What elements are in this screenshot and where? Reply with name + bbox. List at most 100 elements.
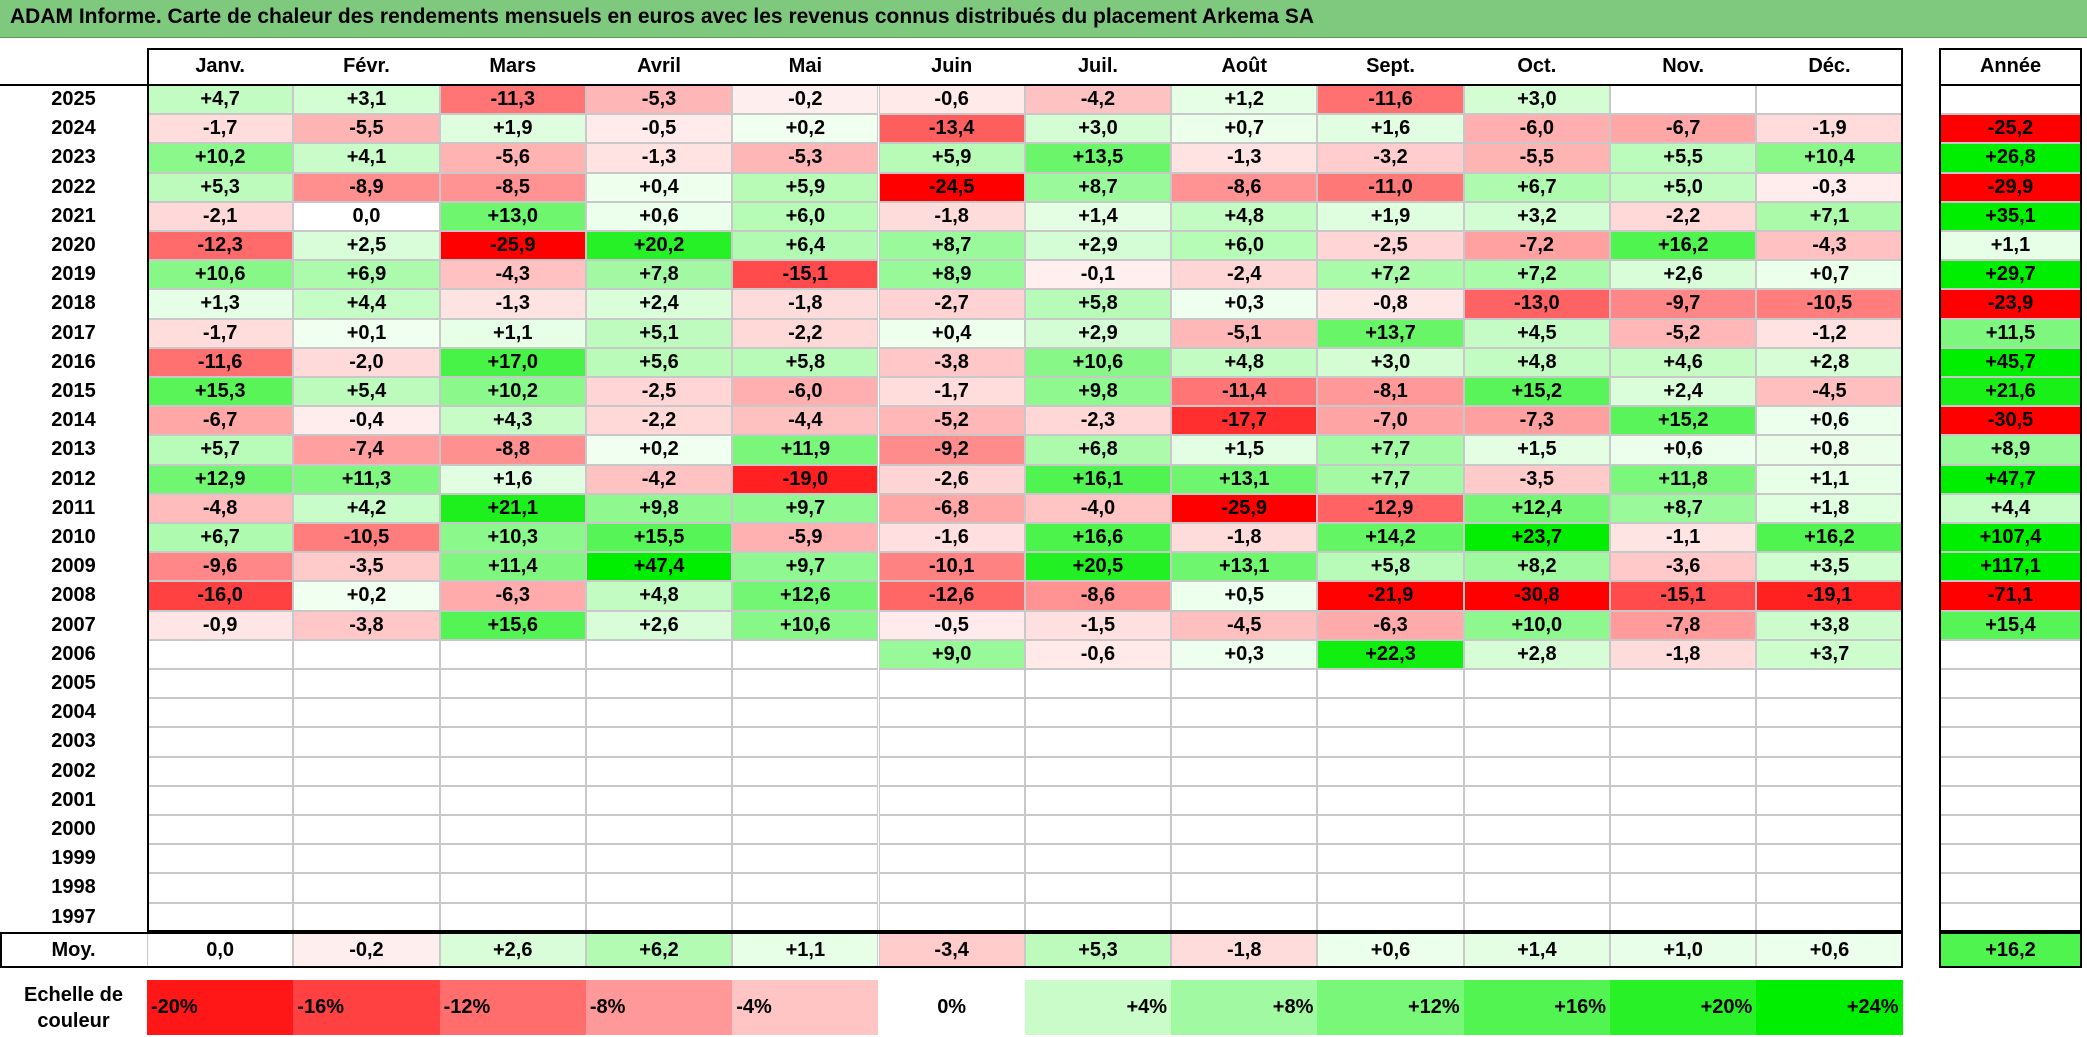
heatmap-cell: +20,5 [1024, 552, 1172, 582]
average-label: Moy. [51, 939, 96, 961]
scale-swatch: +8% [1171, 980, 1318, 1035]
heatmap-cell: -10,1 [878, 552, 1025, 582]
heatmap-cell: +5,9 [732, 172, 879, 202]
row-year-label: 2006 [51, 642, 96, 665]
heatmap-cell: +1,8 [1756, 493, 1903, 523]
annual-cell: -29,9 [1939, 172, 2082, 202]
heatmap-cell: -9,7 [1610, 289, 1757, 319]
row-year-label: 2021 [51, 204, 96, 227]
annual-cell: +35,1 [1939, 201, 2082, 231]
row-year-label: 2019 [51, 263, 96, 286]
heatmap-cell: -25,9 [1171, 493, 1318, 523]
heatmap-cell: +0,2 [732, 114, 879, 144]
average-cell: 0,0 [147, 933, 294, 968]
heatmap-cell [1463, 698, 1610, 728]
heatmap-cell: +20,2 [585, 231, 733, 261]
heatmap-cell: +0,5 [1171, 581, 1318, 611]
heatmap-cell: -2,7 [878, 289, 1025, 319]
heatmap-cell: -4,2 [1024, 85, 1172, 115]
heatmap-cell: +15,6 [439, 610, 586, 640]
heatmap-cell: +0,1 [293, 318, 440, 348]
column-header: Mai [788, 55, 822, 77]
heatmap-cell [732, 639, 879, 669]
average-cell: -3,4 [878, 933, 1025, 968]
heatmap-cell [1610, 873, 1757, 903]
heatmap-cell: +2,8 [1756, 347, 1903, 377]
heatmap-cell [878, 727, 1025, 757]
heatmap-cell [439, 902, 586, 932]
heatmap-cell: +0,6 [1610, 435, 1757, 465]
heatmap-cell [585, 844, 733, 874]
annual-cell: +29,7 [1939, 260, 2082, 290]
heatmap-cell: -1,5 [1024, 610, 1172, 640]
annual-cell [1939, 844, 2082, 874]
scale-swatch: -16% [293, 980, 440, 1035]
heatmap-cell [439, 698, 586, 728]
heatmap-cell [1610, 815, 1757, 845]
heatmap-cell [147, 727, 294, 757]
heatmap-cell: +7,7 [1317, 464, 1464, 494]
heatmap-cell: -11,4 [1171, 377, 1318, 407]
heatmap-cell: +3,0 [1463, 85, 1610, 115]
annual-cell: -23,9 [1939, 289, 2082, 319]
average-cell: +0,6 [1317, 933, 1464, 968]
heatmap-cell: +6,0 [732, 201, 879, 231]
heatmap-cell: +47,4 [585, 552, 733, 582]
heatmap-cell: +4,8 [585, 581, 733, 611]
annual-cell: +4,4 [1939, 493, 2082, 523]
scale-swatch: -8% [585, 980, 733, 1035]
heatmap-cell: -1,8 [878, 201, 1025, 231]
heatmap-cell: +8,7 [1024, 172, 1172, 202]
heatmap-cell: -5,3 [585, 85, 733, 115]
heatmap-cell: +12,9 [147, 464, 294, 494]
heatmap-cell: +11,4 [439, 552, 586, 582]
heatmap-cell: -19,0 [732, 464, 879, 494]
heatmap-cell: -0,9 [147, 610, 294, 640]
heatmap-cell [1756, 727, 1903, 757]
average-cell: +1,1 [732, 933, 879, 968]
heatmap-cell: +13,1 [1171, 552, 1318, 582]
heatmap-cell: +0,2 [293, 581, 440, 611]
heatmap-cell [1171, 669, 1318, 699]
row-year-label: 2004 [51, 701, 96, 724]
heatmap-cell: -1,8 [732, 289, 879, 319]
heatmap-cell [878, 844, 1025, 874]
heatmap-cell: +9,7 [732, 552, 879, 582]
heatmap-cell: -10,5 [293, 523, 440, 553]
column-header: Oct. [1517, 55, 1557, 77]
heatmap-cell: +5,6 [585, 347, 733, 377]
heatmap-cell: +6,9 [293, 260, 440, 290]
heatmap-cell: +5,7 [147, 435, 294, 465]
heatmap-cell: -0,5 [585, 114, 733, 144]
heatmap-cell: -15,1 [732, 260, 879, 290]
heatmap-cell: -0,3 [1756, 172, 1903, 202]
heatmap-cell [732, 873, 879, 903]
heatmap-cell: +2,9 [1024, 231, 1172, 261]
heatmap-cell: -4,2 [585, 464, 733, 494]
heatmap-cell: +21,1 [439, 493, 586, 523]
annual-cell: +8,9 [1939, 435, 2082, 465]
heatmap-cell: -5,2 [1610, 318, 1757, 348]
heatmap-cell: -6,0 [732, 377, 879, 407]
heatmap-cell: +5,0 [1610, 172, 1757, 202]
column-header: Juin [931, 55, 973, 77]
heatmap-cell: +4,8 [1463, 347, 1610, 377]
heatmap-cell [585, 902, 733, 932]
heatmap-cell [293, 698, 440, 728]
heatmap-cell: -6,0 [1463, 114, 1610, 144]
heatmap-cell [439, 639, 586, 669]
heatmap-cell: +22,3 [1317, 639, 1464, 669]
heatmap-cell: +0,4 [878, 318, 1025, 348]
heatmap-cell: +1,2 [1171, 85, 1318, 115]
row-year-label: 2000 [51, 818, 96, 841]
heatmap-cell: -2,5 [1317, 231, 1464, 261]
average-cell: +2,6 [439, 933, 586, 968]
heatmap-cell: +13,0 [439, 201, 586, 231]
heatmap-cell [1024, 698, 1172, 728]
heatmap-cell [1171, 844, 1318, 874]
heatmap-cell [878, 815, 1025, 845]
average-cell: +1,0 [1610, 933, 1757, 968]
row-year-label: 2007 [51, 613, 96, 636]
heatmap-cell: +10,2 [147, 143, 294, 173]
heatmap-cell: +3,7 [1756, 639, 1903, 669]
